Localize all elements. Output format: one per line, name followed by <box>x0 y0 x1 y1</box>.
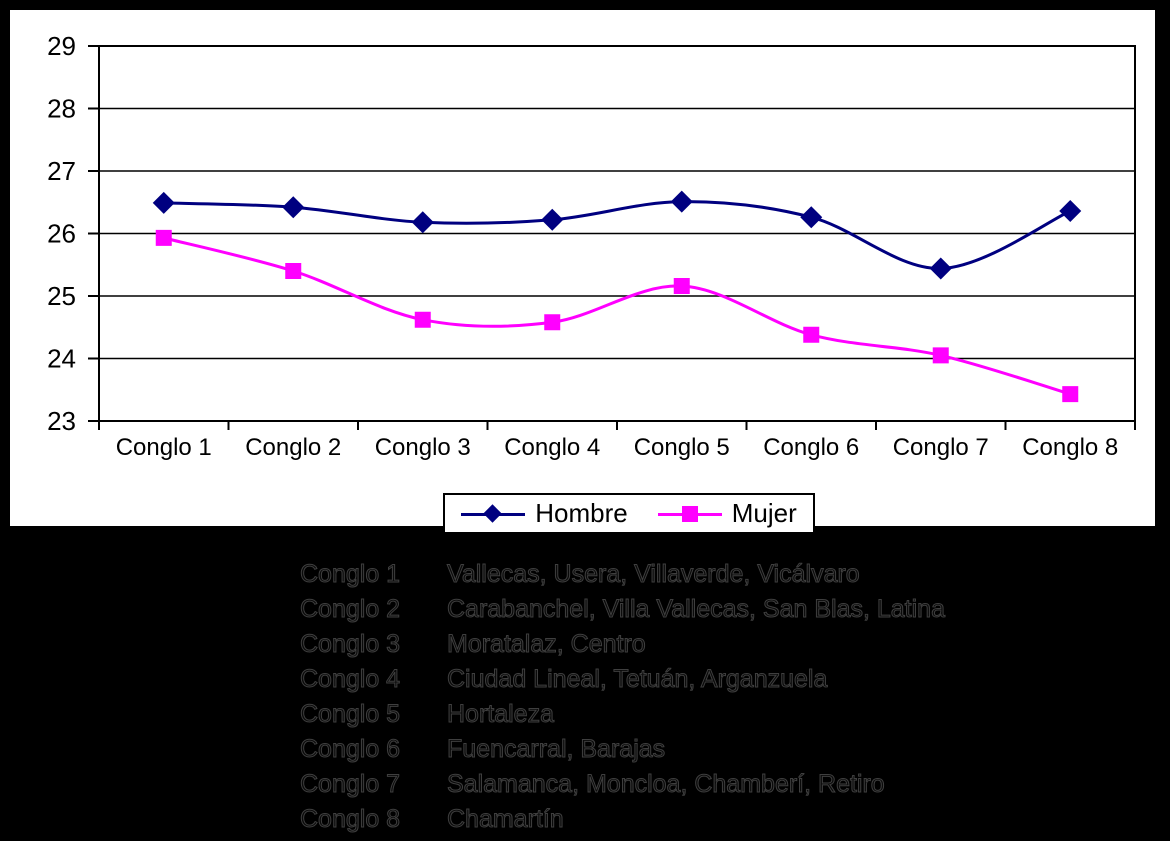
legend-label-mujer: Mujer <box>731 498 797 528</box>
conglo-districts: Chamartín <box>447 805 565 834</box>
data-point-mujer <box>155 229 172 246</box>
series-line-mujer <box>163 236 1071 396</box>
x-axis-label: Conglo 2 <box>245 434 341 461</box>
conglomerate-definitions: Conglo 1 Vallecas, Usera, Villaverde, Vi… <box>300 557 946 837</box>
data-point-mujer <box>1062 386 1079 403</box>
conglo-districts: Salamanca, Moncloa, Chamberí, Retiro <box>447 770 886 799</box>
data-point-mujer <box>673 278 690 294</box>
conglo-label: Conglo 4 <box>300 665 401 694</box>
x-axis-label: Conglo 4 <box>504 434 600 461</box>
y-axis-label: 25 <box>47 281 76 311</box>
chart-legend: Hombre Mujer <box>443 493 815 534</box>
list-item: Conglo 3 Moratalaz, Centro <box>300 627 945 662</box>
list-item: Conglo 4 Ciudad Lineal, Tetuán, Arganzue… <box>300 662 945 697</box>
x-axis-label: Conglo 6 <box>763 434 859 461</box>
conglo-label: Conglo 2 <box>300 595 401 624</box>
x-axis-label: Conglo 5 <box>634 434 730 461</box>
x-axis-label: Conglo 1 <box>116 434 212 461</box>
conglo-districts: Ciudad Lineal, Tetuán, Arganzuela <box>446 665 828 694</box>
data-point-mujer <box>803 326 820 343</box>
data-point-hombre <box>670 190 693 213</box>
x-axis-label: Conglo 7 <box>893 434 989 461</box>
data-point-hombre <box>800 206 823 229</box>
conglo-label: Conglo 3 <box>300 630 401 659</box>
chart-panel: 23 24 25 26 27 28 29 Conglo 1 Conglo 2 Conglo 3 Co… <box>10 10 1155 534</box>
data-point-mujer <box>932 347 949 364</box>
y-axis-label: 26 <box>47 219 76 249</box>
data-point-hombre <box>929 257 952 280</box>
data-point-hombre <box>541 208 564 231</box>
conglo-label: Conglo 6 <box>300 735 401 764</box>
list-item: Conglo 2 Carabanchel, Villa Vallecas, Sa… <box>300 592 946 627</box>
list-item: Conglo 8 Chamartín <box>300 802 945 837</box>
data-point-hombre <box>411 211 434 234</box>
conglo-districts: Carabanchel, Villa Vallecas, San Blas, L… <box>447 595 946 624</box>
y-axis-label: 27 <box>47 156 76 186</box>
conglo-districts: Moratalaz, Centro <box>447 630 647 659</box>
hombre-line-marker-icon <box>461 503 526 524</box>
conglo-districts: Vallecas, Usera, Villaverde, Vicálvaro <box>447 560 861 589</box>
data-point-mujer <box>544 314 561 331</box>
x-axis-label: Conglo 3 <box>375 434 471 461</box>
line-chart: 23 24 25 26 27 28 29 Conglo 1 Conglo 2 Conglo 3 Co… <box>47 31 1136 461</box>
y-axis-label: 28 <box>47 94 76 124</box>
conglo-districts: Fuencarral, Barajas <box>446 735 666 764</box>
list-item: Conglo 6 Fuencarral, Barajas <box>300 732 945 767</box>
conglo-districts: Hortaleza <box>447 700 555 729</box>
legend-item-hombre: Hombre <box>461 498 628 529</box>
y-axis-label: 29 <box>47 31 76 61</box>
conglo-label: Conglo 5 <box>300 700 401 729</box>
list-item: Conglo 5 Hortaleza <box>300 697 945 732</box>
y-axis-label: 24 <box>47 344 76 374</box>
conglo-label: Conglo 8 <box>300 805 401 834</box>
data-point-hombre <box>282 196 305 219</box>
conglo-label: Conglo 7 <box>300 770 401 799</box>
data-point-mujer <box>414 311 431 328</box>
conglo-label: Conglo 1 <box>300 560 401 589</box>
data-point-mujer <box>285 263 302 279</box>
list-item: Conglo 1 Vallecas, Usera, Villaverde, Vi… <box>300 557 945 592</box>
mujer-line-marker-icon <box>657 504 722 524</box>
legend-label-hombre: Hombre <box>535 498 628 528</box>
legend-item-mujer: Mujer <box>657 498 797 529</box>
data-point-hombre <box>1059 200 1082 222</box>
list-item: Conglo 7 Salamanca, Moncloa, Chamberí, R… <box>300 767 945 802</box>
data-point-hombre <box>152 191 175 214</box>
x-axis-label: Conglo 8 <box>1022 434 1118 461</box>
y-axis-label: 23 <box>47 406 76 436</box>
